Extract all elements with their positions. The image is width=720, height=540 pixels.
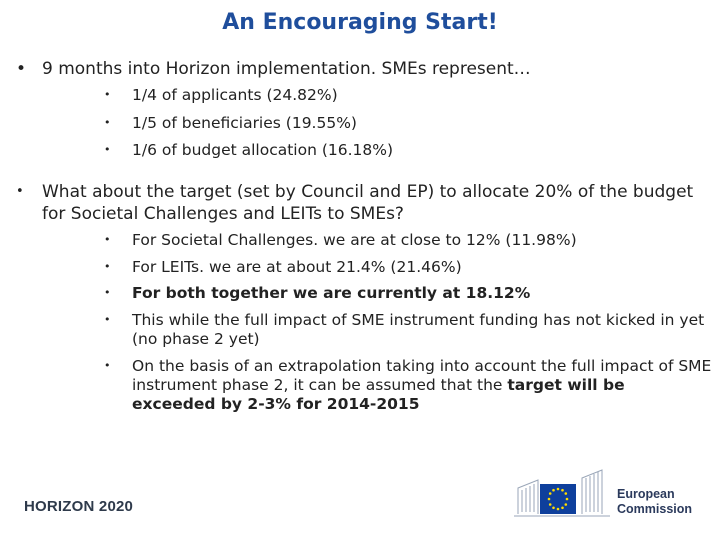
bullet-text: 9 months into Horizon implementation. SM… xyxy=(42,59,531,79)
horizon-2020-logo: HORIZON 2020 xyxy=(24,498,134,515)
european-commission-wordmark: European Commission xyxy=(617,487,692,517)
eu-stars-icon xyxy=(547,487,569,511)
sub-bullet-marker: • xyxy=(104,116,111,129)
sub-bullet-marker: • xyxy=(104,359,111,372)
bullet-marker: • xyxy=(16,59,27,79)
sub-bullet-marker: • xyxy=(104,143,111,156)
commission-line-2: Commission xyxy=(617,502,693,516)
sub-bullet-text-bold: target will be exceeded by 2-3% for 2014… xyxy=(132,376,625,413)
sub-bullet-marker: • xyxy=(104,260,111,273)
sub-bullet-marker: • xyxy=(104,233,111,246)
sub-bullet-text: This while the full impact of SME instru… xyxy=(132,311,705,348)
bullet-marker: • xyxy=(16,184,24,199)
sub-bullet-marker: • xyxy=(104,88,111,101)
sub-bullet-text: On the basis of an extrapolation taking … xyxy=(132,357,712,414)
sub-bullet-text-plain: On the basis of an extrapolation taking … xyxy=(132,357,712,394)
sub-bullet-marker: • xyxy=(104,313,111,326)
european-commission-logo xyxy=(514,469,610,517)
sub-bullet-marker: • xyxy=(104,286,111,299)
slide-title: An Encouraging Start! xyxy=(222,10,498,35)
sub-bullet-text: 1/5 of beneficiaries (19.55%) xyxy=(132,114,357,132)
sub-bullet-text: For both together we are currently at 18… xyxy=(132,284,531,302)
sub-bullet-text: 1/4 of applicants (24.82%) xyxy=(132,86,338,104)
bullet-text: What about the target (set by Council an… xyxy=(42,182,694,224)
sub-bullet-text: 1/6 of budget allocation (16.18%) xyxy=(132,141,394,159)
sub-bullet-text: For LEITs. we are at about 21.4% (21.46%… xyxy=(132,258,462,276)
commission-line-1: European xyxy=(617,487,675,501)
sub-bullet-text: For Societal Challenges. we are at close… xyxy=(132,231,577,249)
berlaymont-building-icon xyxy=(514,469,610,517)
